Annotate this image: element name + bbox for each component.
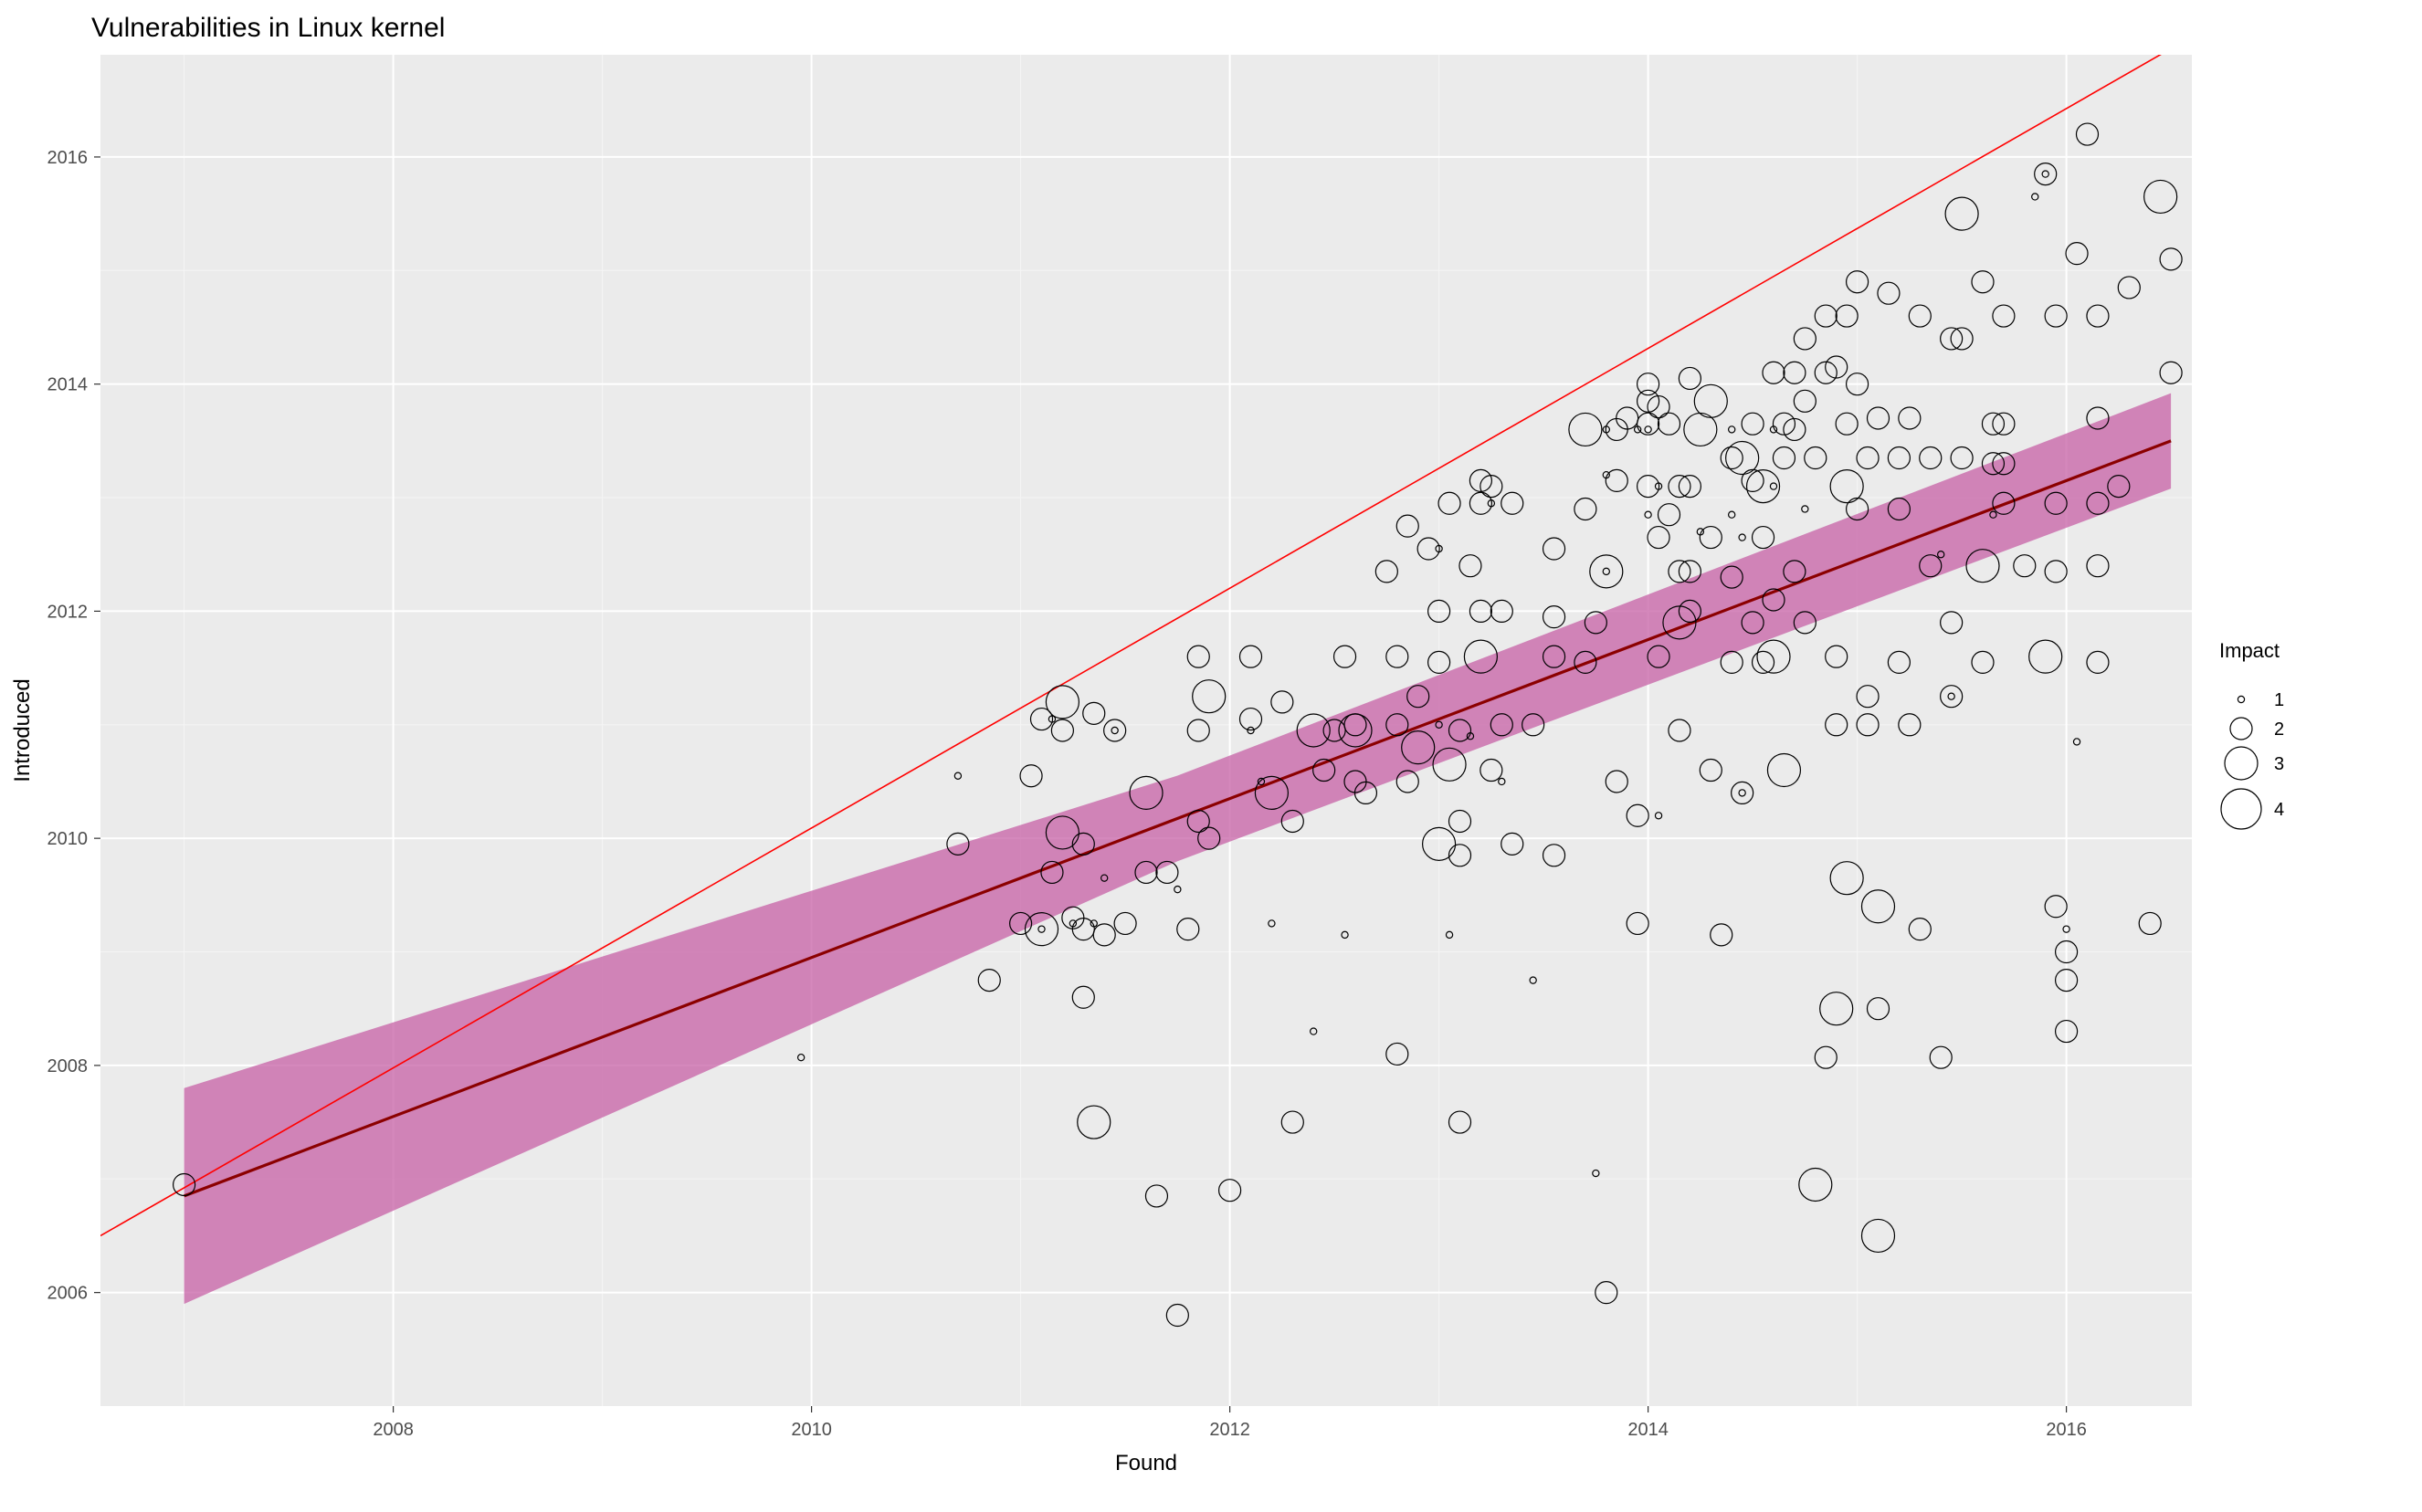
x-tick-label: 2012 bbox=[1209, 1420, 1250, 1440]
x-tick-label: 2008 bbox=[373, 1420, 414, 1440]
y-tick-label: 2008 bbox=[47, 1056, 89, 1076]
legend-label: 3 bbox=[2274, 754, 2284, 774]
y-axis-label: Introduced bbox=[10, 678, 35, 782]
legend-label: 1 bbox=[2274, 690, 2284, 710]
x-tick-label: 2014 bbox=[1627, 1420, 1669, 1440]
chart-svg: 2008 2010 2012 2014 2016 2006 2008 2010 2012 2014… bbox=[0, 0, 2422, 1512]
legend-label: 4 bbox=[2274, 800, 2284, 820]
y-tick-label: 2012 bbox=[47, 602, 89, 622]
x-axis-label: Found bbox=[1115, 1451, 1177, 1475]
legend-title: Impact bbox=[2219, 639, 2280, 662]
y-tick-label: 2006 bbox=[47, 1284, 89, 1304]
y-tick-label: 2014 bbox=[47, 375, 89, 395]
x-tick-label: 2016 bbox=[2046, 1420, 2087, 1440]
y-tick-label: 2016 bbox=[47, 148, 89, 168]
chart-container: 2008 2010 2012 2014 2016 2006 2008 2010 2012 2014… bbox=[0, 0, 2422, 1512]
legend-label: 2 bbox=[2274, 719, 2284, 740]
y-tick-label: 2010 bbox=[47, 829, 89, 849]
panel-bg bbox=[100, 55, 2192, 1406]
x-tick-label: 2010 bbox=[791, 1420, 832, 1440]
chart-title: Vulnerabilities in Linux kernel bbox=[91, 13, 445, 43]
